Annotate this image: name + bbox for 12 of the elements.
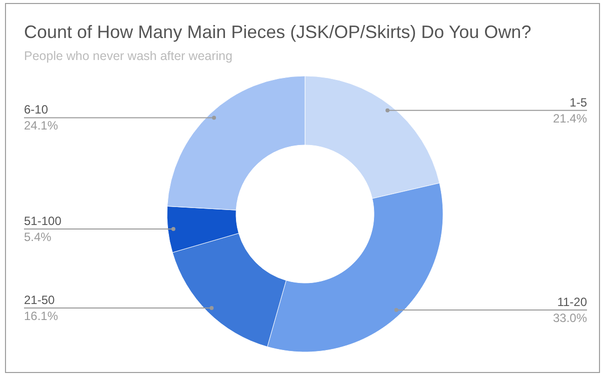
slice-label: 6-10 bbox=[24, 102, 48, 117]
chart-subtitle: People who never wash after wearing bbox=[24, 49, 232, 63]
slice-label: 51-100 bbox=[24, 214, 62, 228]
slice-label: 11-20 bbox=[557, 295, 588, 309]
data-label: 16.1% bbox=[24, 308, 58, 323]
data-label: 5.4% bbox=[24, 230, 52, 244]
slice-label: 1-5 bbox=[570, 95, 588, 110]
slice-label: 21-50 bbox=[24, 292, 56, 307]
data-label: 21.4% bbox=[552, 111, 588, 126]
data-label: 24.1% bbox=[24, 118, 58, 133]
chart-title: Count of How Many Main Pieces (JSK/OP/Skirts) Do You Own? bbox=[24, 22, 532, 42]
data-label: 33.0% bbox=[552, 311, 588, 325]
